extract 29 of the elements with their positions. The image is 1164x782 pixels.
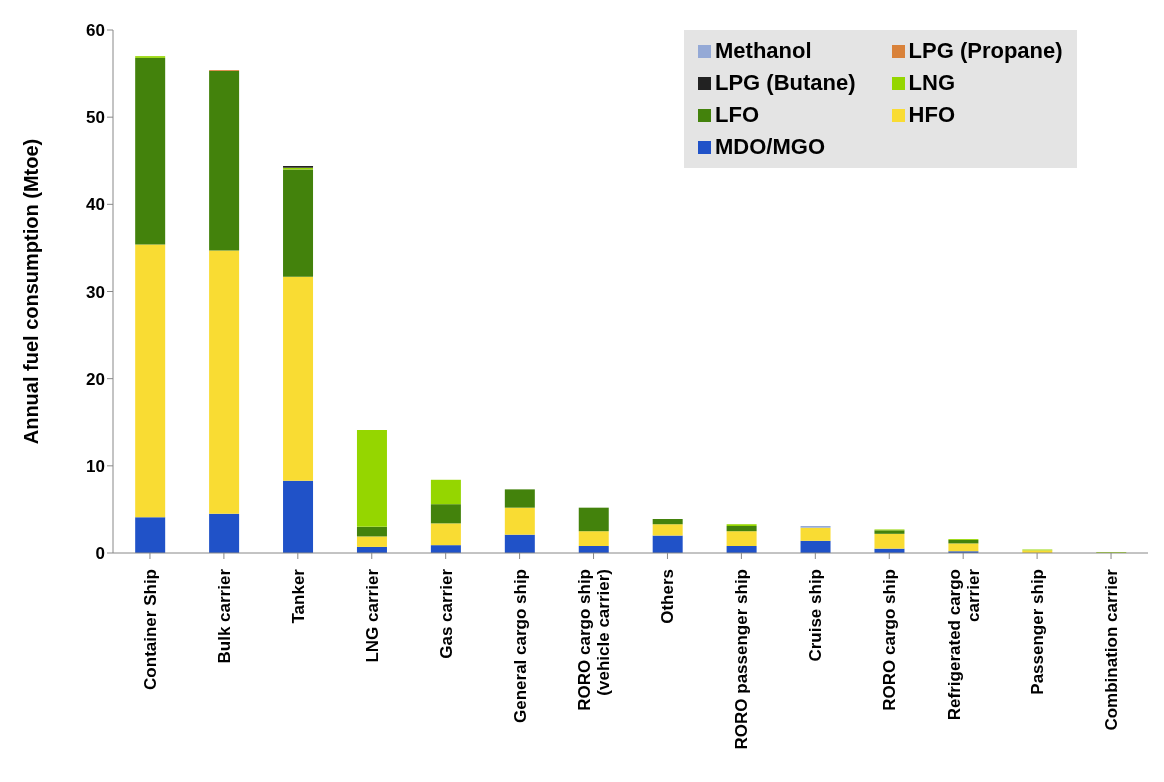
legend-label: LPG (Propane) (908, 38, 1063, 64)
x-tick-label: LNG carrier (362, 568, 382, 663)
x-tick-label: Others (658, 569, 678, 624)
y-tick-label: 40 (86, 195, 105, 215)
y-tick-label: 10 (86, 456, 105, 476)
y-tick-label: 60 (86, 21, 105, 41)
x-tick-label: Bulk carrier (214, 568, 234, 664)
x-tick-label: Cruise ship (806, 569, 826, 662)
x-tick-label: RORO cargo ship (vehicle carrier) (575, 569, 614, 711)
legend-label: Methanol (715, 38, 812, 64)
x-tick-label: Combination carrier (1102, 568, 1122, 731)
x-tick-label: RORO passenger ship (732, 569, 752, 750)
legend-label: HFO (908, 102, 956, 128)
x-tick-label: Passenger ship (1028, 569, 1048, 695)
x-tick-label: Container Ship (140, 569, 160, 690)
y-tick-label: 0 (95, 544, 105, 564)
x-tick-label: Tanker (288, 568, 308, 624)
y-tick-label: 50 (86, 108, 105, 128)
y-axis-title: Annual fuel consumption (Mtoe) (20, 138, 43, 445)
x-tick-label: Gas carrier (436, 568, 456, 659)
x-tick-label: Refrigerated cargo carrier (944, 568, 983, 721)
x-tick-label: General cargo ship (510, 569, 530, 723)
legend-label: LNG (908, 70, 956, 96)
legend-label: LPG (Butane) (715, 70, 856, 96)
legend-label: LFO (715, 102, 759, 128)
y-tick-label: 30 (86, 282, 105, 302)
legend-label: MDO/MGO (715, 134, 825, 160)
y-tick-label: 20 (86, 369, 105, 389)
x-tick-label: RORO cargo ship (880, 569, 900, 711)
